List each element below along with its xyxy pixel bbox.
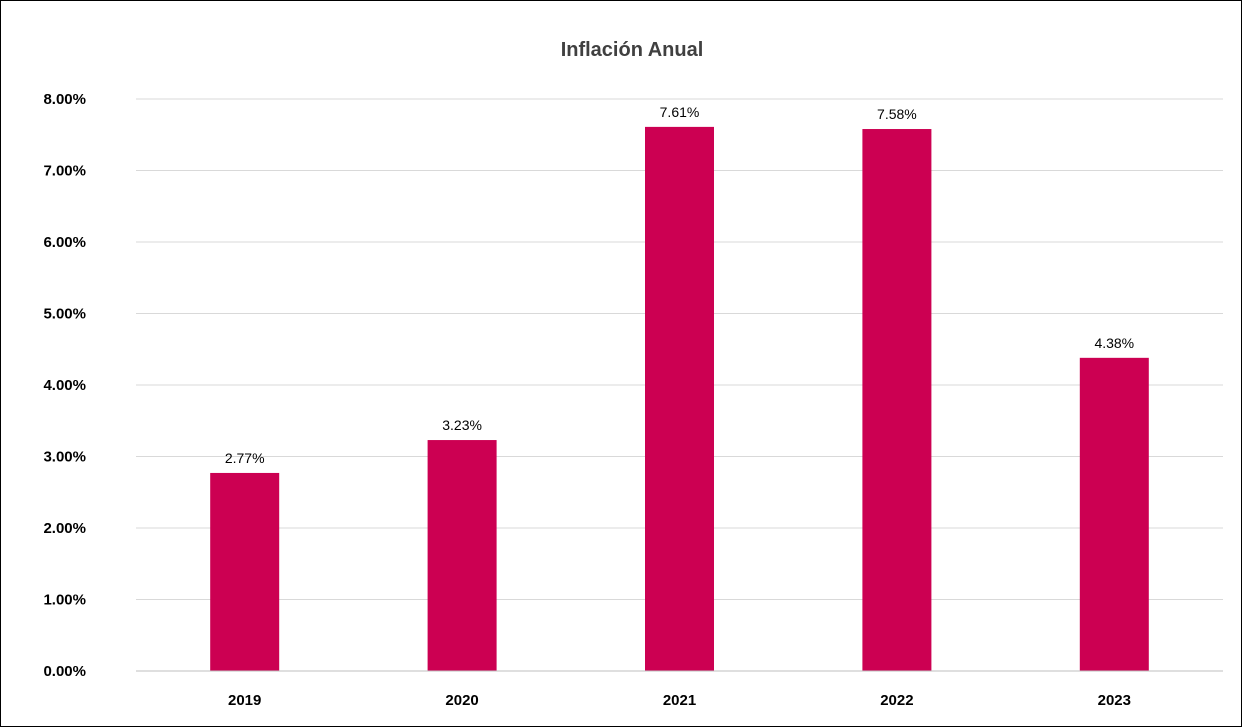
- y-tick-label: 2.00%: [43, 520, 86, 537]
- x-axis-ticks: 2019 2020 2021 2022 2023: [228, 692, 1131, 709]
- data-label-2023: 4.38%: [1094, 335, 1134, 351]
- y-tick-label: 3.00%: [43, 449, 86, 466]
- chart-title: Inflación Anual: [561, 39, 704, 61]
- y-tick-label: 8.00%: [43, 91, 86, 108]
- bar-2022: [862, 129, 932, 671]
- data-labels: 2.77% 3.23% 7.61% 7.58% 4.38%: [225, 104, 1134, 466]
- y-tick-label: 5.00%: [43, 306, 86, 323]
- data-label-2022: 7.58%: [877, 106, 917, 122]
- x-tick-label: 2023: [1098, 692, 1131, 709]
- x-tick-label: 2021: [663, 692, 696, 709]
- x-tick-label: 2022: [880, 692, 913, 709]
- y-tick-label: 0.00%: [43, 663, 86, 680]
- y-tick-label: 7.00%: [43, 163, 86, 180]
- bar-2019: [210, 472, 280, 671]
- bar-2020: [427, 440, 497, 671]
- bars: [210, 126, 1149, 671]
- y-tick-label: 4.00%: [43, 377, 86, 394]
- data-label-2019: 2.77%: [225, 450, 265, 466]
- data-label-2020: 3.23%: [442, 417, 482, 433]
- y-tick-label: 6.00%: [43, 234, 86, 251]
- data-label-2021: 7.61%: [660, 104, 700, 120]
- y-tick-label: 1.00%: [43, 592, 86, 609]
- bar-2021: [645, 126, 714, 671]
- x-tick-label: 2020: [445, 692, 478, 709]
- bar-2023: [1079, 357, 1149, 671]
- x-tick-label: 2019: [228, 692, 261, 709]
- y-axis-ticks: 0.00% 1.00% 2.00% 3.00% 4.00% 5.00% 6.00% 7.00%…: [43, 91, 86, 680]
